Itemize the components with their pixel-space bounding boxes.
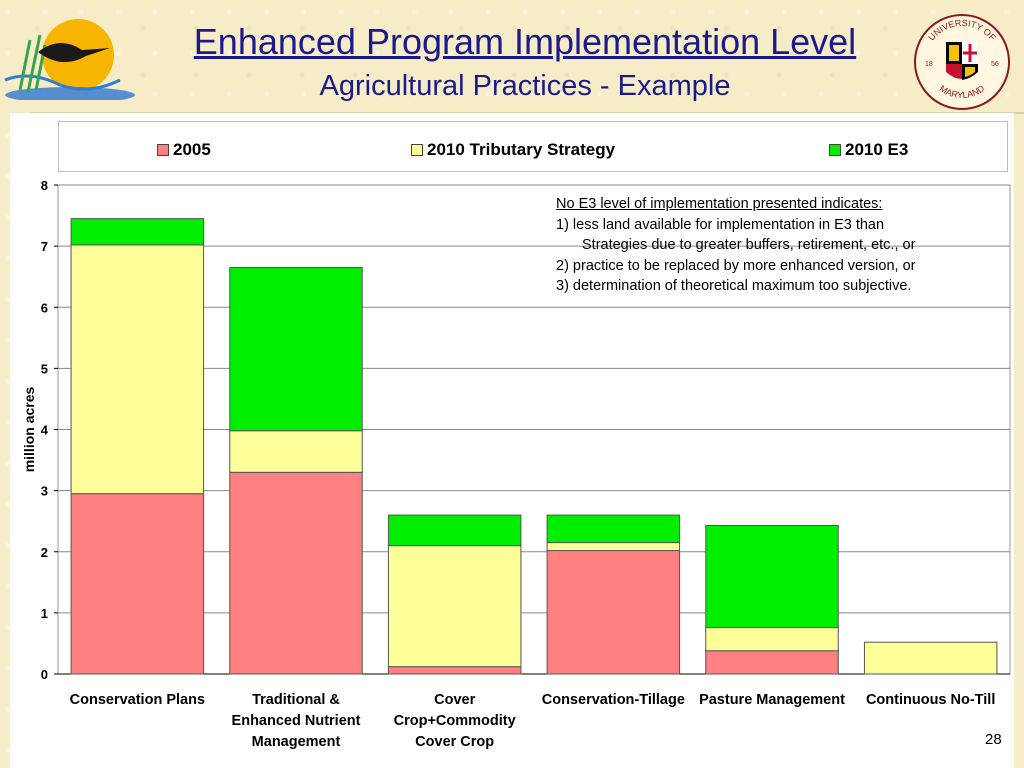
university-of-maryland-seal: UNIVERSITY OF MARYLAND 18 56 [914,14,1010,110]
y-tick-label: 7 [41,239,48,254]
y-tick-label: 4 [41,423,49,438]
slide-subtitle: Agricultural Practices - Example [319,70,731,102]
bar-segment [863,641,998,675]
annotation-line-1b: Strategies due to greater buffers, retir… [582,237,916,253]
svg-text:18: 18 [925,61,933,68]
x-category-label: Traditional & [252,692,340,708]
y-axis-label: million acres [21,386,37,472]
y-tick-label: 8 [41,178,48,193]
bird-shape [38,42,110,63]
legend-label-e3: 2010 E3 [845,140,909,159]
annotation-line-1: 1) less land available for implementatio… [556,216,885,233]
bar-segment [705,524,839,629]
bar-segment [546,514,681,544]
bar-segment [387,666,522,675]
bar-segment [387,514,522,547]
bar-segment [70,493,205,675]
x-category-label: Management [252,734,341,750]
y-tick-label: 0 [41,667,48,682]
bar-segment [229,267,363,432]
water-shape [5,87,135,100]
legend-swatch-2005 [157,144,169,156]
bar-segment [705,627,839,652]
legend-item-2005: 2005 [157,140,211,160]
chart-legend: 2005 2010 Tributary Strategy 2010 E3 [58,121,1008,172]
x-category-label: Continuous No-Till [866,692,995,708]
annotation-heading: No E3 level of implementation presented … [556,196,883,212]
legend-swatch-e3 [829,144,841,156]
y-tick-label: 5 [41,361,48,376]
x-category-label: Conservation-Tillage [542,692,685,708]
legend-swatch-tributary [411,144,423,156]
bird-sun-logo [4,19,135,100]
wave-shape [4,74,121,91]
y-tick-label: 2 [41,545,48,560]
bar-segment [705,650,839,675]
chart-annotation: No E3 level of implementation presented … [556,194,1016,297]
legend-label-tributary: 2010 Tributary Strategy [427,140,616,159]
y-tick-label: 1 [41,606,48,621]
x-category-label: Cover [434,692,475,708]
page-number: 28 [985,731,1002,748]
legend-item-e3: 2010 E3 [829,140,908,160]
slide-title: Enhanced Program Implementation Level [193,21,857,62]
legend-item-tributary: 2010 Tributary Strategy [411,140,615,160]
annotation-line-2: 2) practice to be replaced by more enhan… [556,257,916,274]
y-tick-label: 3 [41,484,48,499]
annotation-line-3: 3) determination of theoretical maximum … [556,278,912,294]
legend-label-2005: 2005 [173,140,211,159]
x-category-label: Enhanced Nutrient [232,713,361,729]
bar-segment [70,244,205,495]
x-category-label: Crop+Commodity [394,713,516,729]
bar-segment [229,471,363,675]
bar-segment [546,550,681,675]
svg-text:56: 56 [991,61,999,68]
y-tick-label: 6 [41,300,48,315]
x-category-label: Cover Crop [415,734,494,750]
x-category-label: Conservation Plans [70,692,205,708]
x-category-label: Pasture Management [699,692,845,708]
bar-segment [387,545,522,668]
bar-segment [70,218,205,246]
bar-segment [546,542,681,552]
bar-segment [229,430,363,473]
